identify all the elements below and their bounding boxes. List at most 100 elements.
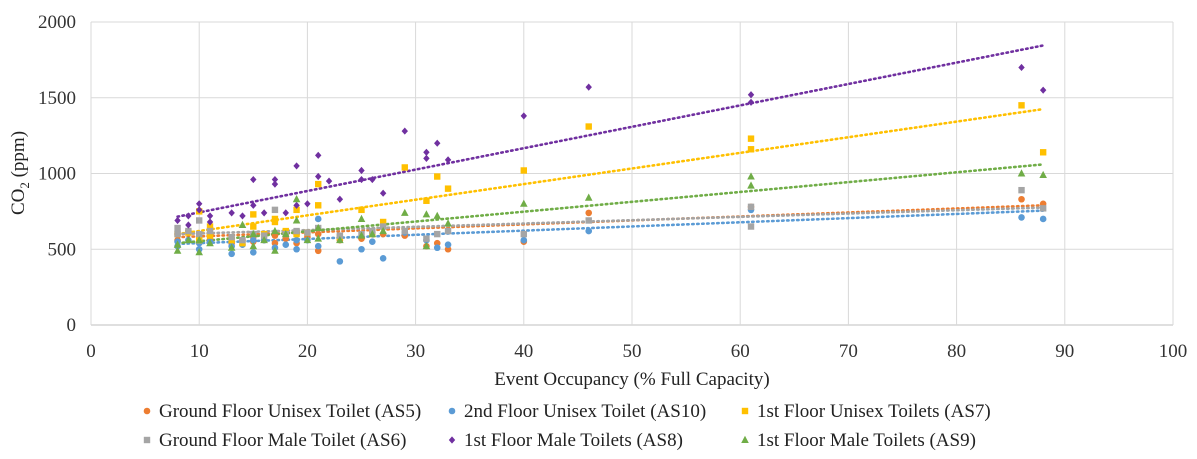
data-point [228, 209, 235, 217]
data-point [336, 258, 344, 265]
data-point [292, 195, 301, 203]
y-tick-label: 1000 [38, 164, 76, 185]
data-point [173, 246, 182, 254]
x-tick-label: 100 [1159, 341, 1188, 362]
data-point [206, 218, 214, 226]
data-point [444, 185, 452, 192]
data-point [585, 123, 592, 130]
data-point [195, 248, 203, 256]
data-point [228, 250, 235, 258]
data-point [433, 239, 441, 247]
data-point [444, 241, 452, 249]
data-point [315, 172, 322, 181]
x-tick-label: 60 [731, 341, 750, 362]
trendline-series-5 [176, 44, 1045, 218]
data-point [434, 173, 441, 180]
data-point [315, 180, 322, 188]
legend-marker [143, 407, 151, 415]
data-point [434, 139, 441, 147]
data-point [293, 227, 300, 235]
trendline-series-1 [176, 204, 1045, 239]
data-point [303, 235, 312, 244]
data-point [185, 221, 192, 229]
data-point [747, 223, 755, 230]
data-point [444, 156, 452, 164]
y-tick-label: 500 [48, 239, 77, 260]
x-tick-label: 30 [406, 341, 425, 362]
data-point [400, 208, 409, 216]
data-point [369, 175, 376, 184]
legend-label: 1st Floor Male Toilets (AS9) [757, 430, 976, 451]
data-point [423, 148, 430, 156]
legend: Ground Floor Unisex Toilet (AS5) 2nd Floo… [143, 401, 991, 451]
data-point [1039, 170, 1047, 179]
y-tick-label: 2000 [38, 12, 76, 33]
data-point [250, 236, 257, 244]
data-point [433, 211, 442, 219]
y-axis-label-main: CO [8, 189, 29, 215]
data-point [196, 230, 203, 238]
data-point [1039, 149, 1047, 156]
data-point [747, 98, 755, 106]
data-point [196, 206, 203, 214]
data-point [315, 202, 322, 209]
data-point [271, 226, 279, 235]
data-point [227, 243, 236, 251]
data-point [379, 226, 387, 235]
data-point [423, 235, 430, 242]
data-point [260, 235, 268, 244]
x-axis-label: Event Occupancy (% Full Capacity) [494, 369, 769, 390]
data-point [239, 236, 246, 244]
data-point [195, 235, 203, 244]
data-point [401, 164, 408, 171]
data-point [314, 223, 323, 232]
data-point [249, 242, 258, 250]
data-point [1018, 63, 1025, 72]
data-point [206, 227, 214, 235]
data-point [520, 230, 527, 238]
series-5-points [174, 63, 1047, 229]
data-point [747, 172, 755, 180]
data-point [747, 91, 755, 99]
data-point [325, 177, 333, 185]
data-point [444, 245, 452, 253]
data-point [250, 223, 257, 230]
data-point [249, 229, 258, 238]
trendline-series-3 [176, 107, 1045, 236]
data-point [336, 232, 344, 239]
data-point [358, 175, 365, 184]
data-point [369, 238, 376, 245]
data-point [281, 229, 290, 238]
data-point [1039, 86, 1047, 94]
data-point [585, 227, 593, 235]
data-point [379, 218, 387, 226]
legend-item: Ground Floor Male Toilet (AS6) [143, 430, 406, 451]
data-point [1018, 186, 1025, 194]
data-point [444, 227, 452, 235]
data-point [1039, 205, 1047, 212]
series-6-points [173, 169, 1047, 256]
y-tick-label: 0 [67, 315, 77, 336]
data-point [271, 239, 279, 247]
x-axis-tick-labels: 0 10 20 30 40 50 60 70 80 90 100 [86, 341, 1187, 362]
data-point [1018, 195, 1025, 203]
data-point [747, 135, 755, 142]
data-point [250, 201, 257, 209]
legend-label: 1st Floor Unisex Toilets (AS7) [757, 401, 991, 422]
data-point [260, 209, 268, 217]
data-point [260, 232, 268, 239]
data-point [585, 83, 592, 91]
data-point [422, 242, 431, 250]
data-point [520, 112, 527, 120]
data-point [271, 180, 279, 188]
plot-grid [90, 21, 1174, 326]
x-tick-label: 40 [514, 341, 533, 362]
legend-item: 2nd Floor Unisex Toilet (AS10) [448, 401, 706, 422]
data-point [423, 197, 430, 204]
data-point [314, 247, 322, 255]
data-point [520, 199, 528, 207]
data-point [401, 227, 408, 235]
data-point [444, 219, 452, 227]
data-point [271, 206, 279, 214]
